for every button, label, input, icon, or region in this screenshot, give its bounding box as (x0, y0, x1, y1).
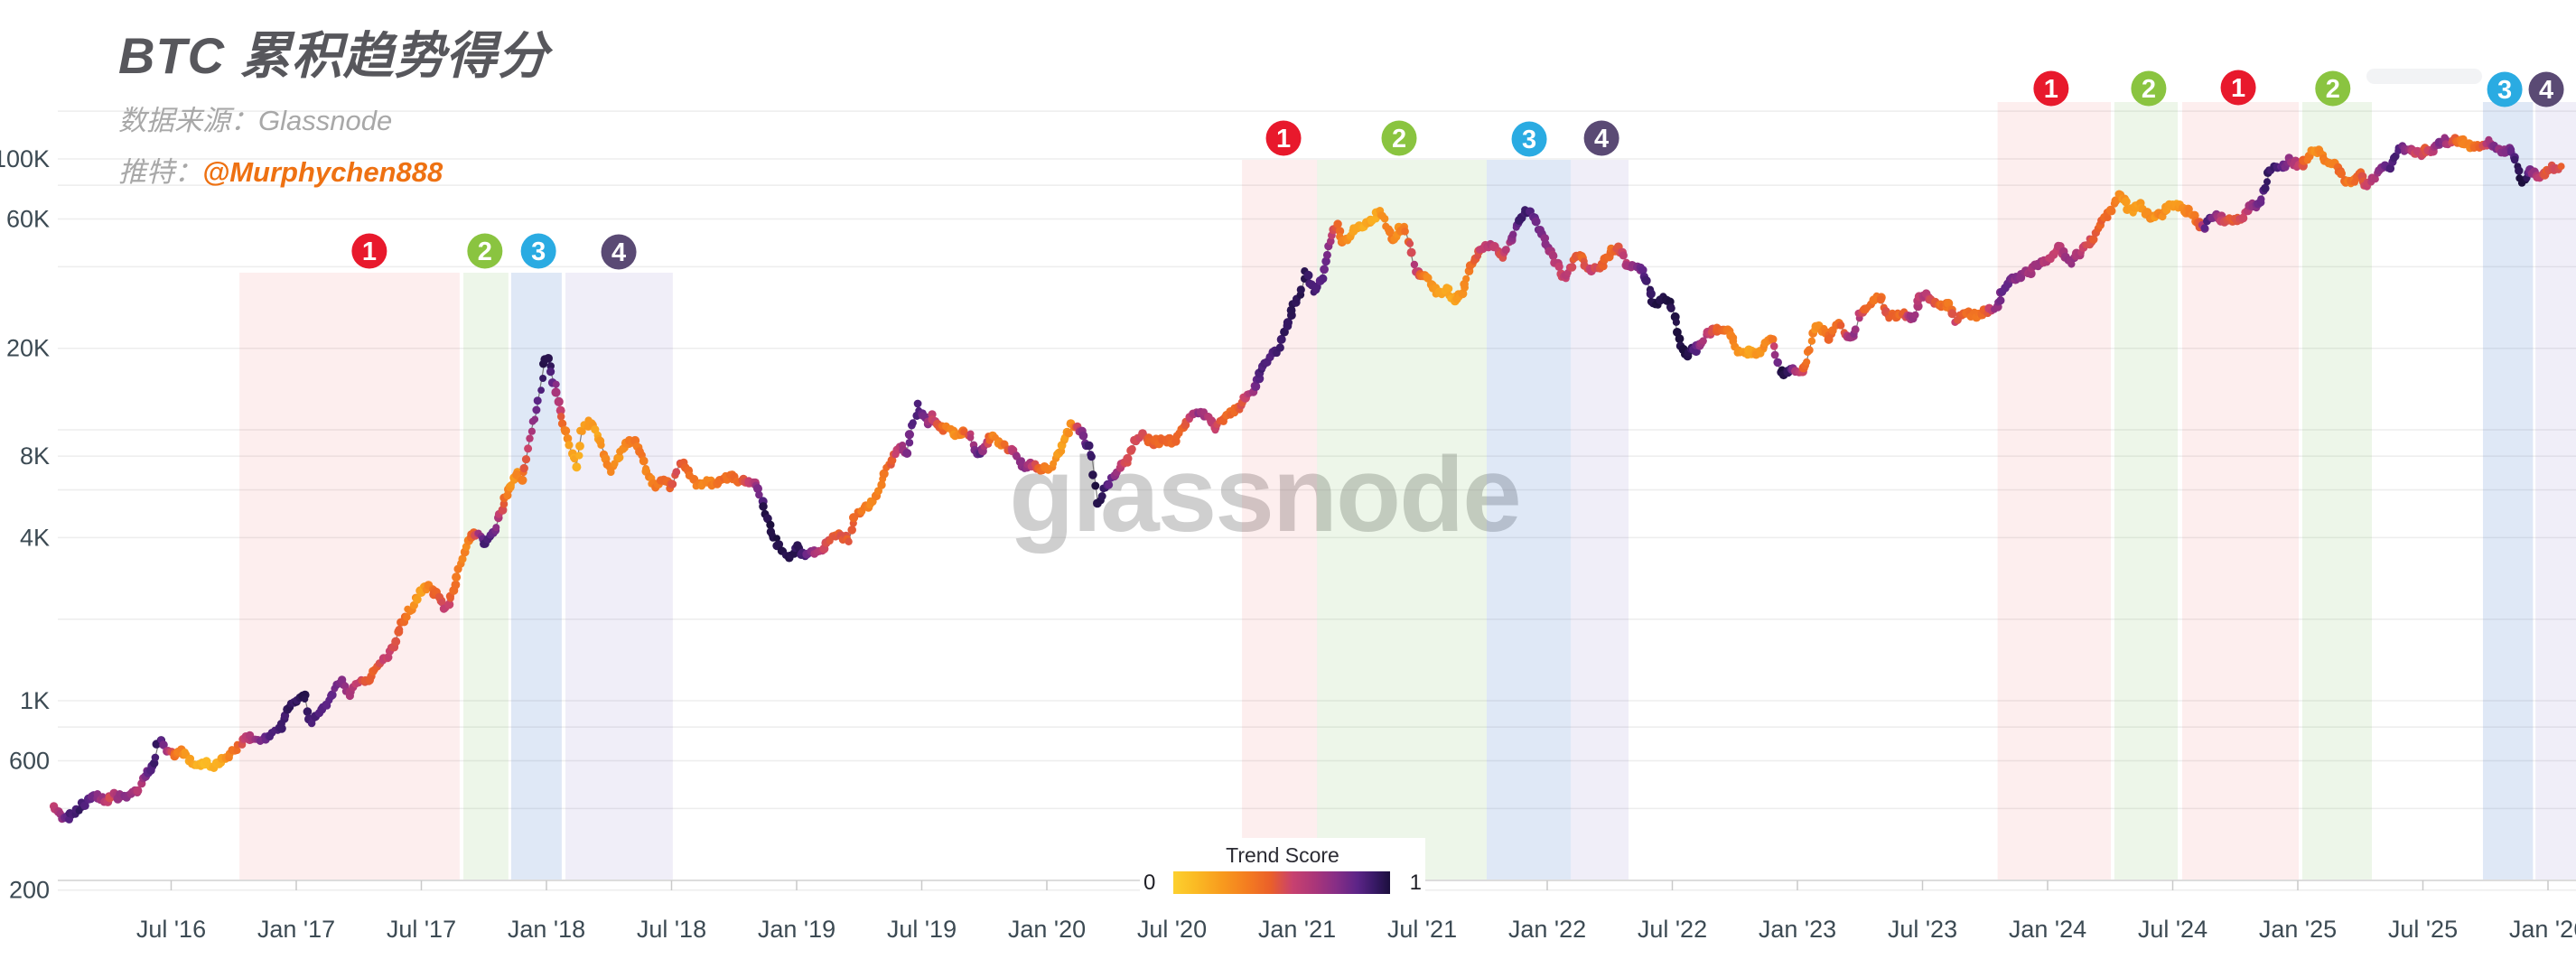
phase-band-red (239, 273, 460, 880)
trend-score-legend: Trend Score 0 1 (1140, 838, 1425, 908)
phase-badges: 1 2 3 41 2 3 41 2 1 2 3 4 (351, 70, 2564, 270)
x-tick-label: Jan '17 (257, 916, 335, 943)
y-tick-label: 4K (20, 524, 50, 551)
axes: Jul '16 Jan '17 Jul '17 Jan '18 Jul '18 Jan '… (0, 145, 2576, 943)
x-tick-label: Jan '18 (508, 916, 585, 943)
phase-band-green (1317, 160, 1487, 880)
y-tick-label: 100K (0, 145, 50, 172)
x-tick-label: Jul '16 (136, 916, 206, 943)
x-tick-label: Jul '23 (1888, 916, 1957, 943)
phase-badge-red-1: 1 (351, 233, 387, 269)
x-tick-label: Jul '20 (1137, 916, 1207, 943)
svg-text:1: 1 (362, 237, 377, 266)
x-tick-label: Jul '18 (637, 916, 706, 943)
phase-badge-blue-3: 3 (520, 233, 556, 269)
phase-badge-purple-4: 4 (601, 234, 637, 270)
phase-badge-green-2: 2 (2131, 70, 2167, 107)
x-tick-label: Jul '22 (1638, 916, 1707, 943)
svg-text:3: 3 (2497, 76, 2512, 105)
phase-band-blue (510, 273, 562, 880)
phase-badge-red-1: 1 (2033, 70, 2069, 107)
svg-text:1: 1 (2231, 74, 2245, 103)
phase-badge-red-1: 1 (2220, 70, 2256, 106)
svg-text:2: 2 (2142, 75, 2156, 104)
x-tick-label: Jan '20 (1008, 916, 1086, 943)
phase-band-red (2182, 102, 2300, 880)
phase-badge-green-2: 2 (2315, 70, 2351, 107)
phase-band-green (463, 273, 509, 880)
x-tick-label: Jan '26 (2509, 916, 2576, 943)
phase-band-green (2301, 102, 2372, 880)
svg-text:4: 4 (2539, 76, 2553, 105)
x-tick-label: Jan '22 (1508, 916, 1586, 943)
x-tick-label: Jan '24 (2009, 916, 2086, 943)
phase-band-purple (1571, 160, 1629, 880)
phase-band-red (1997, 102, 2112, 880)
y-tick-label: 8K (20, 442, 50, 470)
phase-band-blue (2482, 102, 2534, 880)
svg-text:4: 4 (611, 238, 626, 267)
phase-badge-blue-3: 3 (1511, 121, 1547, 157)
legend-min-label: 0 (1143, 870, 1156, 895)
trend-dots (49, 134, 2565, 824)
phase-badge-purple-4: 4 (1583, 120, 1619, 156)
phase-bands (239, 102, 2576, 880)
y-tick-label: 200 (9, 877, 50, 904)
x-tick-label: Jul '24 (2138, 916, 2207, 943)
phase-badge-green-2: 2 (467, 233, 503, 269)
phase-band-green (2114, 102, 2179, 880)
legend-max-label: 1 (1409, 870, 1422, 895)
x-tick-label: Jul '21 (1387, 916, 1457, 943)
phase-band-purple (565, 273, 673, 880)
y-tick-label: 60K (6, 206, 50, 233)
x-tick-label: Jul '25 (2388, 916, 2458, 943)
phase-band-purple (2535, 102, 2576, 880)
legend-gradient-bar (1173, 871, 1390, 894)
x-tick-label: Jul '19 (887, 916, 957, 943)
phase-badge-blue-3: 3 (2487, 71, 2523, 107)
y-tick-label: 1K (20, 687, 50, 714)
svg-text:2: 2 (2326, 75, 2340, 104)
phase-badge-green-2: 2 (1381, 120, 1417, 156)
gridlines (58, 110, 2576, 891)
svg-text:3: 3 (531, 237, 546, 266)
x-tick-label: Jul '17 (387, 916, 456, 943)
phase-badge-purple-4: 4 (2528, 71, 2564, 107)
svg-text:2: 2 (478, 237, 492, 266)
x-tick-label: Jan '23 (1759, 916, 1836, 943)
x-tick-label: Jan '19 (758, 916, 835, 943)
svg-text:1: 1 (1276, 125, 1291, 154)
x-tick-label: Jan '21 (1258, 916, 1336, 943)
svg-text:1: 1 (2044, 75, 2058, 104)
phase-badge-red-1: 1 (1265, 120, 1302, 156)
y-tick-label: 20K (6, 335, 50, 362)
legend-title: Trend Score (1226, 843, 1339, 867)
toolbar-pill (2366, 69, 2482, 84)
price-trend-series (49, 134, 2565, 824)
x-tick-label: Jan '25 (2259, 916, 2337, 943)
svg-text:4: 4 (1594, 125, 1609, 154)
svg-text:2: 2 (1392, 125, 1406, 154)
svg-text:3: 3 (1522, 126, 1536, 154)
y-tick-label: 600 (9, 748, 50, 775)
phase-band-blue (1486, 160, 1572, 880)
